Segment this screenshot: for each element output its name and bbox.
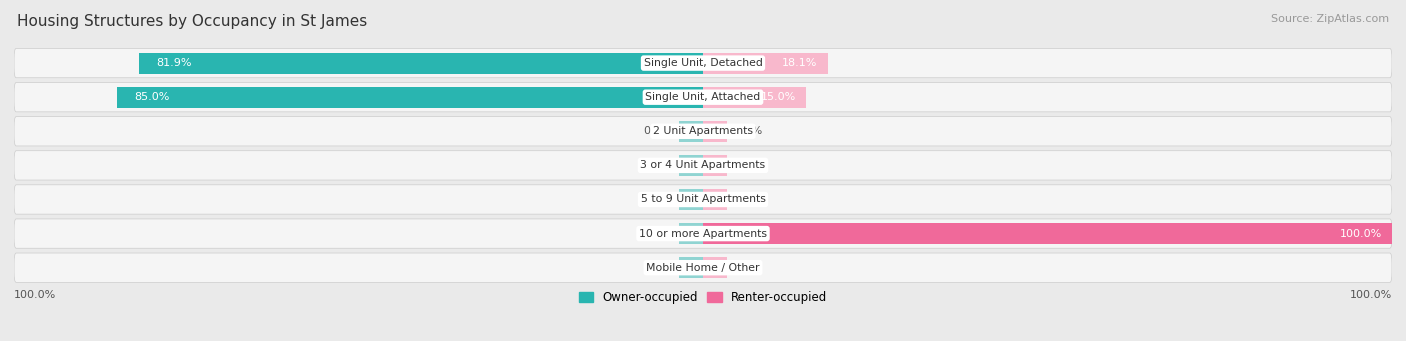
Bar — [703, 257, 727, 278]
FancyBboxPatch shape — [14, 253, 1392, 282]
FancyBboxPatch shape — [14, 48, 1392, 78]
Bar — [679, 155, 703, 176]
Bar — [703, 121, 727, 142]
Legend: Owner-occupied, Renter-occupied: Owner-occupied, Renter-occupied — [579, 291, 827, 304]
Text: Source: ZipAtlas.com: Source: ZipAtlas.com — [1271, 14, 1389, 24]
Text: 100.0%: 100.0% — [14, 290, 56, 300]
Text: Housing Structures by Occupancy in St James: Housing Structures by Occupancy in St Ja… — [17, 14, 367, 29]
Text: 0.0%: 0.0% — [734, 160, 762, 170]
Bar — [703, 53, 828, 74]
Bar — [703, 223, 1392, 244]
Bar — [703, 189, 727, 210]
Bar — [703, 155, 727, 176]
Text: 18.1%: 18.1% — [782, 58, 817, 68]
Text: 15.0%: 15.0% — [761, 92, 796, 102]
Text: 3 or 4 Unit Apartments: 3 or 4 Unit Apartments — [641, 160, 765, 170]
FancyBboxPatch shape — [14, 151, 1392, 180]
Bar — [679, 257, 703, 278]
Bar — [679, 189, 703, 210]
Text: 85.0%: 85.0% — [135, 92, 170, 102]
Text: 0.0%: 0.0% — [734, 263, 762, 273]
Bar — [139, 53, 703, 74]
Text: Single Unit, Attached: Single Unit, Attached — [645, 92, 761, 102]
Text: 100.0%: 100.0% — [1340, 228, 1382, 239]
Bar — [117, 87, 703, 108]
Bar — [703, 87, 807, 108]
Text: Mobile Home / Other: Mobile Home / Other — [647, 263, 759, 273]
Text: 10 or more Apartments: 10 or more Apartments — [638, 228, 768, 239]
Text: 81.9%: 81.9% — [156, 58, 191, 68]
Text: 0.0%: 0.0% — [644, 160, 672, 170]
FancyBboxPatch shape — [14, 117, 1392, 146]
Text: 0.0%: 0.0% — [734, 126, 762, 136]
Bar — [679, 223, 703, 244]
Text: 0.0%: 0.0% — [734, 194, 762, 205]
Text: 5 to 9 Unit Apartments: 5 to 9 Unit Apartments — [641, 194, 765, 205]
FancyBboxPatch shape — [14, 219, 1392, 248]
Text: 0.0%: 0.0% — [644, 126, 672, 136]
Text: 0.0%: 0.0% — [644, 263, 672, 273]
Text: 0.0%: 0.0% — [644, 194, 672, 205]
Bar — [679, 121, 703, 142]
Text: 0.0%: 0.0% — [644, 228, 672, 239]
Text: 100.0%: 100.0% — [1350, 290, 1392, 300]
Text: Single Unit, Detached: Single Unit, Detached — [644, 58, 762, 68]
FancyBboxPatch shape — [14, 83, 1392, 112]
Text: 2 Unit Apartments: 2 Unit Apartments — [652, 126, 754, 136]
FancyBboxPatch shape — [14, 185, 1392, 214]
